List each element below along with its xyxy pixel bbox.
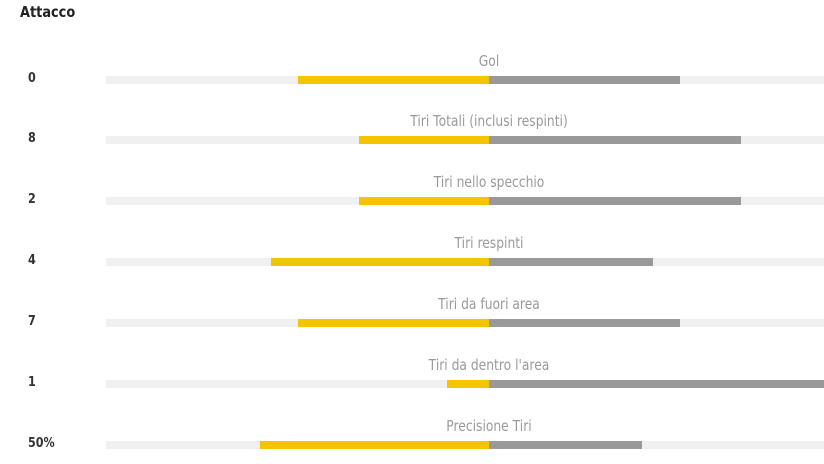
away-bar (489, 197, 741, 205)
stat-row-gol: 0 Gol (0, 36, 824, 86)
stat-row-tiri-totali-inclusi-respinti: 8 Tiri Totali (inclusi respinti) (0, 96, 824, 146)
away-bar (489, 319, 680, 327)
home-bar (298, 76, 489, 84)
stat-row-tiri-da-dentro-l-area: 1 Tiri da dentro l'area (0, 340, 824, 390)
stat-value: 7 (28, 314, 36, 329)
stat-value: 50% (28, 436, 55, 451)
away-bar (489, 441, 642, 449)
stat-label: Tiri respinti (454, 234, 524, 252)
stat-value: 1 (28, 375, 36, 390)
stat-value: 2 (28, 192, 36, 207)
stat-track (106, 258, 824, 266)
stat-row-precisione-tiri: 50% Precisione Tiri (0, 401, 824, 451)
home-bar (359, 197, 489, 205)
stat-track (106, 136, 824, 144)
home-bar (359, 136, 489, 144)
home-bar (298, 319, 489, 327)
stat-value: 0 (28, 71, 36, 86)
stat-row-tiri-respinti: 4 Tiri respinti (0, 218, 824, 268)
stat-value: 8 (28, 131, 36, 146)
stat-label: Tiri da fuori area (438, 295, 540, 313)
away-bar (489, 136, 741, 144)
away-bar (489, 380, 824, 388)
stat-label: Gol (478, 52, 500, 70)
away-bar (489, 258, 653, 266)
stat-label: Tiri da dentro l'area (428, 356, 550, 374)
stat-row-tiri-da-fuori-area: 7 Tiri da fuori area (0, 279, 824, 329)
stat-value: 4 (28, 253, 36, 268)
stat-label: Precisione Tiri (446, 417, 532, 435)
stat-track (106, 197, 824, 205)
home-bar (260, 441, 489, 449)
stat-label: Tiri nello specchio (433, 173, 545, 191)
stat-row-tiri-nello-specchio: 2 Tiri nello specchio (0, 157, 824, 207)
stat-label: Tiri Totali (inclusi respinti) (410, 112, 568, 130)
stat-track (106, 76, 824, 84)
home-bar (271, 258, 489, 266)
section-title: Attacco (20, 3, 76, 21)
stat-track (106, 441, 824, 449)
stat-track (106, 319, 824, 327)
away-bar (489, 76, 680, 84)
stat-track (106, 380, 824, 388)
home-bar (447, 380, 489, 388)
